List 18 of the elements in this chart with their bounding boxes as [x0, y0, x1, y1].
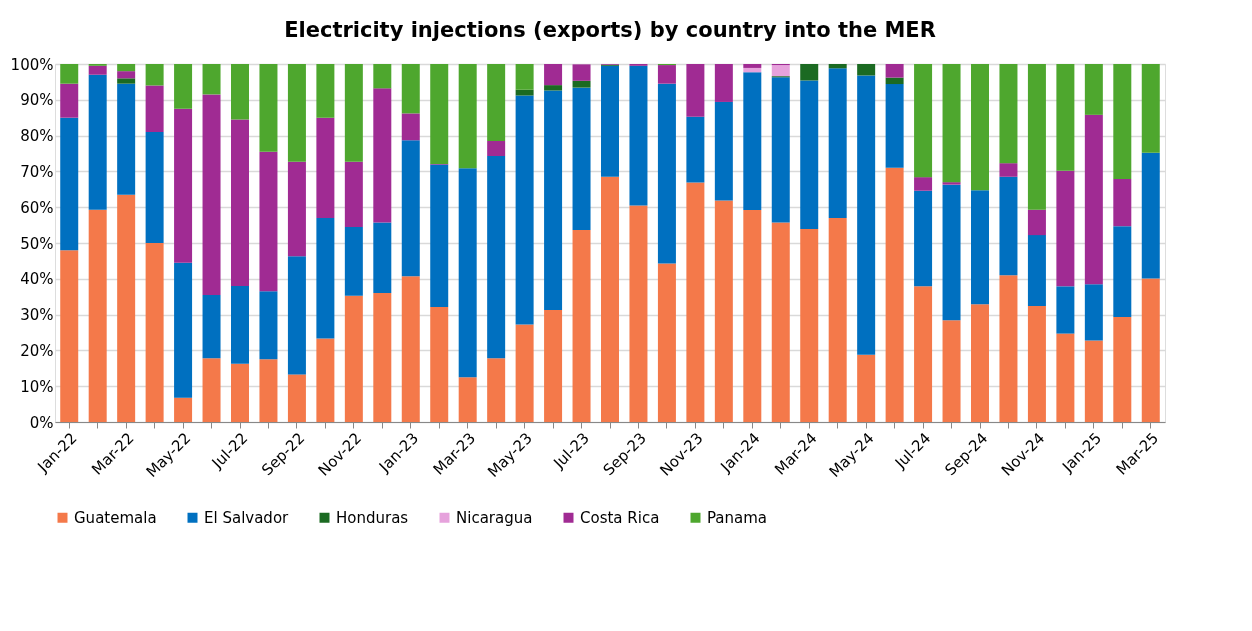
- chart-title: Electricity injections (exports) by country into the MER: [284, 18, 936, 42]
- y-tick-label: 70%: [20, 162, 54, 181]
- y-tick-label: 30%: [20, 306, 54, 325]
- y-tick-label: 10%: [20, 377, 54, 396]
- legend-label: Nicaragua: [456, 508, 533, 527]
- legend-label: El Salvador: [204, 508, 290, 527]
- y-tick-label: 20%: [20, 341, 54, 360]
- y-tick-label: 60%: [20, 198, 54, 217]
- y-tick-label: 90%: [20, 91, 54, 110]
- legend-label: Panama: [707, 508, 768, 527]
- y-tick-label: 50%: [20, 234, 54, 253]
- y-tick-label: 40%: [20, 270, 54, 289]
- legend-label: Honduras: [336, 508, 409, 527]
- y-tick-label: 0%: [29, 413, 54, 432]
- y-tick-label: 100%: [10, 55, 54, 74]
- legend-label: Guatemala: [74, 508, 157, 527]
- legend-label: Costa Rica: [580, 508, 660, 527]
- y-tick-label: 80%: [20, 127, 54, 146]
